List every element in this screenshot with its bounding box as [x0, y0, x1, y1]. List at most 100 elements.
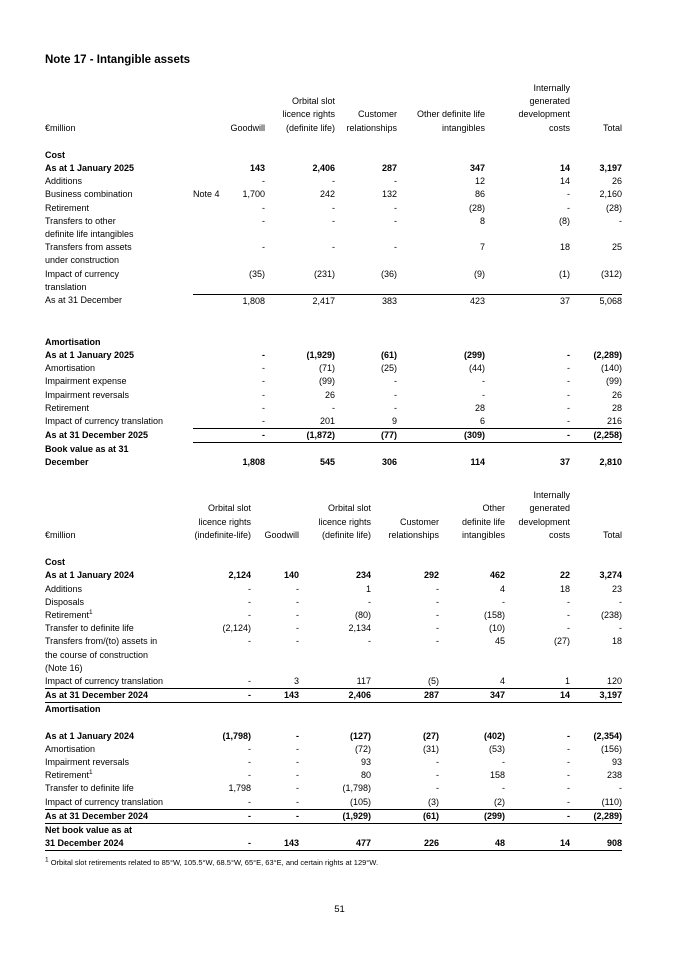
- row-note: [193, 389, 219, 402]
- value-cell: (1,929): [299, 808, 371, 824]
- row-note: [193, 349, 219, 362]
- value-cell: -: [567, 376, 570, 387]
- value-cell: (158): [483, 609, 505, 620]
- value-cell: -: [567, 783, 570, 794]
- value-cell: -: [296, 743, 299, 754]
- value-cell: -: [248, 770, 251, 781]
- value-cell: (25): [380, 363, 397, 374]
- value-cell: [265, 149, 335, 162]
- row-label: Transfer to definite life: [45, 623, 134, 634]
- column-header: Orbital slot licence rights (indefinite-…: [194, 503, 251, 540]
- value-cell: 242: [319, 189, 335, 200]
- value-cell: (1): [559, 268, 570, 279]
- value-cell: 2,417: [265, 293, 335, 308]
- value-cell: 3,274: [599, 570, 622, 581]
- value-cell: [485, 308, 570, 349]
- value-cell: 1: [505, 674, 570, 690]
- value-cell: (2,258): [570, 428, 622, 444]
- value-cell: -: [394, 402, 397, 413]
- value-cell: -: [485, 428, 570, 444]
- table-row: Additions - - 1 - 4 18 23: [45, 583, 622, 596]
- row-note: [193, 402, 219, 415]
- value-cell: -: [567, 596, 570, 607]
- value-cell: 287: [381, 163, 397, 174]
- value-cell: 226: [371, 823, 439, 852]
- value-cell: 908: [570, 823, 622, 852]
- value-cell: 48: [439, 823, 505, 852]
- table-row: As at 31 December 2025- (1,872) (77) (309) -…: [45, 428, 622, 444]
- value-cell: 5,068: [570, 293, 622, 308]
- table-row: Impairment expense - (99) - - - (99): [45, 375, 622, 388]
- row-label: As at 1 January 2024: [45, 570, 135, 581]
- table-2025-header: €million Goodwill Orbital slot licence rig…: [45, 82, 622, 149]
- value-cell: 45: [494, 636, 505, 647]
- value-cell: -: [436, 583, 439, 594]
- table-row: Book value as at 31 December 1,808 545 306 1…: [45, 443, 622, 469]
- value-cell: -: [436, 783, 439, 794]
- value-cell: 234: [355, 570, 371, 581]
- value-cell: (1,872): [265, 428, 335, 444]
- row-label: As at 1 January 2025: [45, 349, 135, 360]
- value-cell: (156): [600, 743, 622, 754]
- row-note: [193, 215, 219, 241]
- value-cell: [251, 556, 299, 569]
- value-cell: 23: [611, 583, 622, 594]
- value-cell: 462: [489, 570, 505, 581]
- value-cell: [335, 149, 397, 162]
- value-cell: -: [296, 730, 299, 741]
- value-cell: 4: [439, 674, 505, 690]
- value-cell: -: [262, 376, 265, 387]
- value-cell: -: [296, 636, 299, 647]
- value-cell: 9: [391, 415, 397, 426]
- value-cell: 3,197: [599, 163, 622, 174]
- value-cell: 545: [319, 457, 335, 468]
- value-cell: 7: [479, 242, 485, 253]
- value-cell: 37: [485, 293, 570, 308]
- value-cell: 6: [479, 415, 485, 426]
- column-header: Goodwill: [230, 122, 265, 133]
- value-cell: (1,929): [306, 349, 335, 360]
- row-label: Disposals: [45, 596, 85, 607]
- row-label: Retirement1: [45, 769, 93, 781]
- value-cell: -: [262, 415, 265, 426]
- value-cell: -: [502, 596, 505, 607]
- row-label: Additions: [45, 176, 83, 187]
- value-cell: -: [619, 215, 622, 226]
- value-cell: (99): [318, 376, 335, 387]
- section-header-row: Cost: [45, 149, 622, 162]
- table-row: Retirement - - - 28 - 28: [45, 402, 622, 415]
- value-cell: [173, 556, 251, 569]
- value-cell: -: [567, 609, 570, 620]
- value-cell: [219, 149, 265, 162]
- value-cell: (238): [600, 609, 622, 620]
- value-cell: -: [262, 402, 265, 413]
- value-cell: 132: [381, 189, 397, 200]
- value-cell: [439, 556, 505, 569]
- value-cell: -: [394, 202, 397, 213]
- value-cell: -: [173, 674, 251, 690]
- table-row: Retirement1 - - 80 - 158 - 238: [45, 769, 622, 782]
- table-row: Disposals - - - - - - -: [45, 596, 622, 609]
- value-cell: -: [567, 770, 570, 781]
- value-cell: 26: [611, 176, 622, 187]
- value-cell: (5): [371, 674, 439, 690]
- value-cell: (28): [468, 202, 485, 213]
- row-note: [193, 308, 219, 349]
- table-row: As at 31 December 2024- - (1,929) (61) (299)…: [45, 808, 622, 824]
- value-cell: (2): [494, 796, 505, 807]
- value-cell: 86: [474, 189, 485, 200]
- value-cell: -: [296, 783, 299, 794]
- value-cell: -: [173, 688, 251, 704]
- value-cell: [299, 556, 371, 569]
- footnote-ref: 1: [89, 769, 93, 777]
- table-row: Impact of currency translation - 201 9 6 - 216: [45, 415, 622, 429]
- value-cell: 26: [611, 389, 622, 400]
- value-cell: (44): [468, 363, 485, 374]
- value-cell: [439, 703, 505, 717]
- column-header: Internally generated development costs: [518, 83, 570, 133]
- row-label: Transfers from/(to) assets in the course…: [45, 636, 158, 673]
- value-cell: 37: [559, 457, 570, 468]
- value-cell: [299, 703, 371, 717]
- value-cell: [570, 149, 622, 162]
- value-cell: (80): [354, 609, 371, 620]
